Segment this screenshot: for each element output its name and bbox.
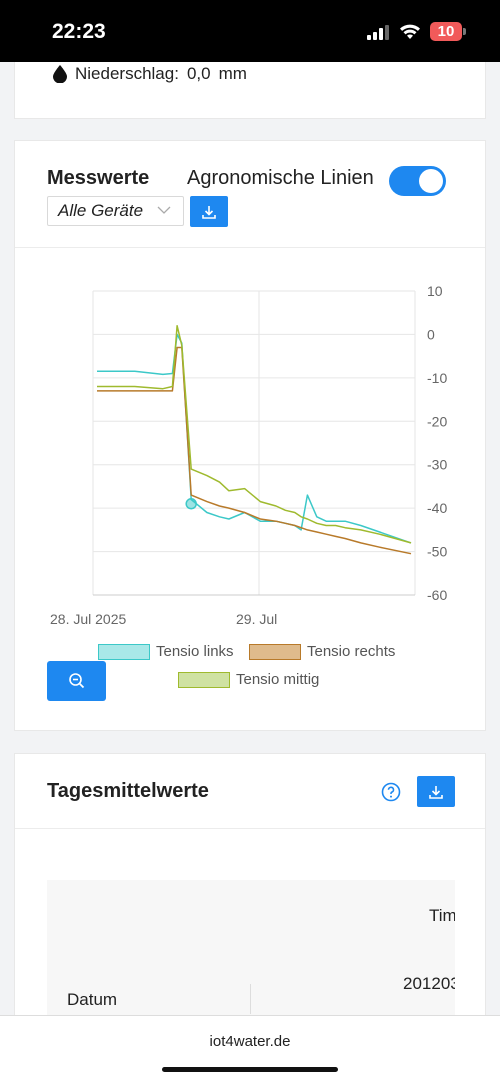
url-display[interactable]: iot4water.de [209, 1033, 291, 1050]
status-time: 22:23 [52, 20, 106, 43]
legend-swatch-mittig [178, 671, 230, 688]
browser-bottom-bar: iot4water.de [0, 1015, 500, 1082]
download-icon [429, 785, 443, 799]
y-tick-label: -30 [427, 457, 447, 473]
table-divider [250, 984, 251, 1014]
precipitation-row: Niederschlag: 0,0 mm [53, 62, 247, 86]
tagesmittelwerte-title: Tagesmittelwerte [47, 780, 209, 802]
y-tick-label: -10 [427, 370, 447, 386]
precipitation-unit: mm [218, 64, 247, 83]
table-header-time: Tim [429, 906, 455, 925]
legend-swatch-rechts [249, 643, 301, 660]
signal-icon [367, 24, 389, 40]
precipitation-label: Niederschlag: [75, 64, 179, 83]
legend-tensio-mittig[interactable]: Tensio mittig [178, 671, 319, 688]
tensio-chart: 10 0 -10 -20 -30 -40 -50 -60 28. Jul 2025 29. Jul [50, 283, 447, 627]
table-row-label: Datum [67, 990, 118, 1009]
tagesmittelwerte-header: Tagesmittelwerte [15, 754, 485, 829]
question-circle-icon[interactable] [381, 782, 401, 802]
x-tick-label: 29. Jul [236, 611, 277, 627]
legend-tensio-rechts[interactable]: Tensio rechts [249, 643, 395, 660]
y-tick-label: -40 [427, 500, 447, 516]
battery-icon: 10 [430, 22, 466, 41]
messwerte-title: Messwerte [47, 167, 150, 189]
y-tick-label: 10 [427, 283, 443, 299]
precipitation-value: 0,0 [186, 64, 211, 83]
download-daily-button[interactable] [417, 776, 455, 807]
wifi-icon [400, 24, 420, 39]
agronomic-lines-toggle[interactable] [389, 166, 446, 196]
y-tick-label: -20 [427, 413, 447, 429]
status-icons: 10 [366, 22, 466, 41]
zoom-reset-button[interactable] [47, 661, 106, 701]
hover-marker [185, 498, 197, 510]
home-indicator[interactable] [162, 1067, 338, 1072]
tagesmittelwerte-card: Tagesmittelwerte Tim 201203 Datum [14, 753, 486, 1030]
battery-level: 10 [437, 23, 455, 40]
daily-table: Tim 201203 Datum [47, 880, 455, 1030]
legend-label-mittig: Tensio mittig [236, 671, 320, 688]
messwerte-card: Messwerte Agronomische Linien Alle Gerät… [14, 140, 486, 731]
legend-label-links: Tensio links [156, 643, 234, 660]
device-select-value: Alle Geräte [58, 201, 144, 220]
agronomic-lines-label: Agronomische Linien [187, 167, 374, 189]
status-bar: 22:23 10 [0, 0, 500, 62]
legend-label-rechts: Tensio rechts [307, 643, 396, 660]
legend-swatch-links [98, 643, 150, 660]
toggle-knob [419, 169, 443, 193]
download-icon [202, 205, 216, 219]
y-tick-label: -50 [427, 544, 447, 560]
zoom-out-icon [68, 673, 84, 689]
chevron-down-icon [157, 206, 171, 214]
download-button[interactable] [190, 196, 228, 227]
table-cell-value: 201203 [403, 974, 455, 993]
drop-icon [53, 65, 67, 83]
series-line-tensio-mittig [97, 324, 412, 544]
y-tick-label: -60 [427, 587, 447, 603]
x-tick-label: 28. Jul 2025 [50, 611, 126, 627]
y-tick-label: 0 [427, 326, 435, 342]
series-line-tensio-rechts [97, 346, 412, 555]
series-line-tensio-links [97, 333, 412, 544]
weather-card: Niederschlag: 0,0 mm [14, 62, 486, 119]
legend-tensio-links[interactable]: Tensio links [98, 643, 234, 660]
messwerte-header: Messwerte Agronomische Linien Alle Gerät… [15, 141, 485, 248]
device-select[interactable]: Alle Geräte [47, 196, 184, 226]
